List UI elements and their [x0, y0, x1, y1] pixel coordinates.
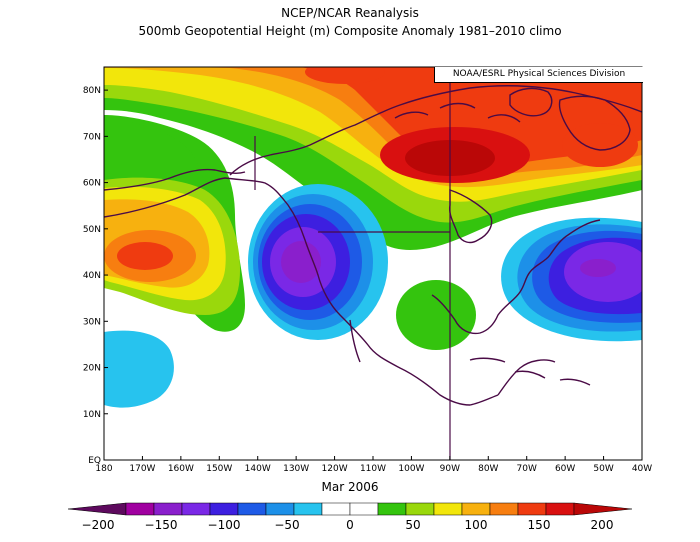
y-tick-label: EQ	[88, 456, 101, 466]
x-tick-label: 150W	[206, 464, 232, 474]
colorbar-label: −100	[208, 518, 241, 532]
y-tick-label: 70N	[83, 132, 101, 142]
colorbar-label: −150	[145, 518, 178, 532]
colorbar	[67, 502, 633, 516]
x-tick-label: 160W	[168, 464, 194, 474]
x-tick-label: 40W	[632, 464, 652, 474]
y-tick-label: 50N	[83, 225, 101, 235]
y-tick-label: 30N	[83, 317, 101, 327]
coastline	[104, 168, 246, 191]
positive-anomaly-north	[104, 67, 642, 250]
negative-anomaly-atlantic	[501, 217, 642, 342]
colorbar-swatch	[349, 502, 379, 516]
colorbar-swatch	[405, 502, 435, 516]
colorbar-swatch	[293, 502, 323, 516]
y-axis-ticks: EQ 10N 20N 30N 40N 50N 60N 70N 80N	[83, 86, 108, 466]
coastlines	[104, 85, 642, 406]
x-tick-label: 80W	[478, 464, 498, 474]
x-tick-label: 90W	[440, 464, 460, 474]
credit-label: NOAA/ESRL Physical Sciences Division	[434, 67, 643, 83]
positive-anomaly-gulf	[396, 280, 476, 350]
colorbar-label: 50	[405, 518, 420, 532]
y-tick-label: 10N	[83, 410, 101, 420]
x-tick-label: 180	[95, 464, 112, 474]
colorbar-label: −200	[82, 518, 115, 532]
colorbar-labels: −200 −150 −100 −50 0 50 100 150 200	[82, 518, 614, 532]
negative-anomaly-west	[248, 184, 388, 340]
x-tick-label: 50W	[593, 464, 613, 474]
colorbar-label: 100	[465, 518, 488, 532]
x-tick-label: 60W	[555, 464, 575, 474]
coastline	[558, 95, 631, 151]
colorbar-swatch	[181, 502, 211, 516]
colorbar-swatch	[321, 502, 351, 516]
x-tick-label: 70W	[517, 464, 537, 474]
chart-title: NCEP/NCAR Reanalysis	[281, 6, 419, 20]
boundaries	[254, 67, 451, 460]
x-tick-label: 120W	[322, 464, 348, 474]
coastline	[349, 319, 361, 363]
colorbar-swatch	[433, 502, 463, 516]
colorbar-swatch	[545, 502, 575, 516]
coastline	[509, 87, 553, 117]
colorbar-label: 200	[591, 518, 614, 532]
colorbar-swatch	[573, 502, 633, 516]
colorbar-swatch	[125, 502, 155, 516]
coastline	[394, 102, 521, 123]
colorbar-label: −50	[274, 518, 299, 532]
colorbar-label: 150	[528, 518, 551, 532]
x-tick-label: 130W	[283, 464, 309, 474]
colorbar-swatch	[209, 502, 239, 516]
x-tick-label: 170W	[129, 464, 155, 474]
coastline	[448, 189, 493, 244]
time-label: Mar 2006	[321, 480, 379, 494]
coastline	[431, 219, 601, 335]
colorbar-swatch	[517, 502, 547, 516]
coastline	[497, 359, 556, 396]
x-tick-label: 110W	[360, 464, 386, 474]
colorbar-swatch	[67, 502, 127, 516]
y-tick-label: 40N	[83, 271, 101, 281]
colorbar-swatch	[489, 502, 519, 516]
anomaly-field	[104, 67, 642, 460]
negative-anomaly-subtropics	[104, 330, 174, 408]
colorbar-swatch	[377, 502, 407, 516]
y-tick-label: 20N	[83, 364, 101, 374]
colorbar-swatch	[153, 502, 183, 516]
x-tick-label: 140W	[245, 464, 271, 474]
y-tick-label: 80N	[83, 86, 101, 96]
coastline	[469, 357, 591, 386]
x-axis-ticks: 180 170W 160W 150W 140W 130W 120W 110W 100W 90W 80…	[95, 456, 652, 474]
positive-anomaly-pacific	[104, 177, 240, 315]
colorbar-swatch	[237, 502, 267, 516]
colorbar-label: 0	[346, 518, 354, 532]
chart-subtitle: 500mb Geopotential Height (m) Composite …	[138, 24, 562, 38]
colorbar-swatch	[265, 502, 295, 516]
coastline	[104, 177, 499, 406]
coastline	[229, 85, 642, 176]
y-tick-label: 60N	[83, 179, 101, 189]
colorbar-swatch	[461, 502, 491, 516]
x-tick-label: 100W	[398, 464, 424, 474]
